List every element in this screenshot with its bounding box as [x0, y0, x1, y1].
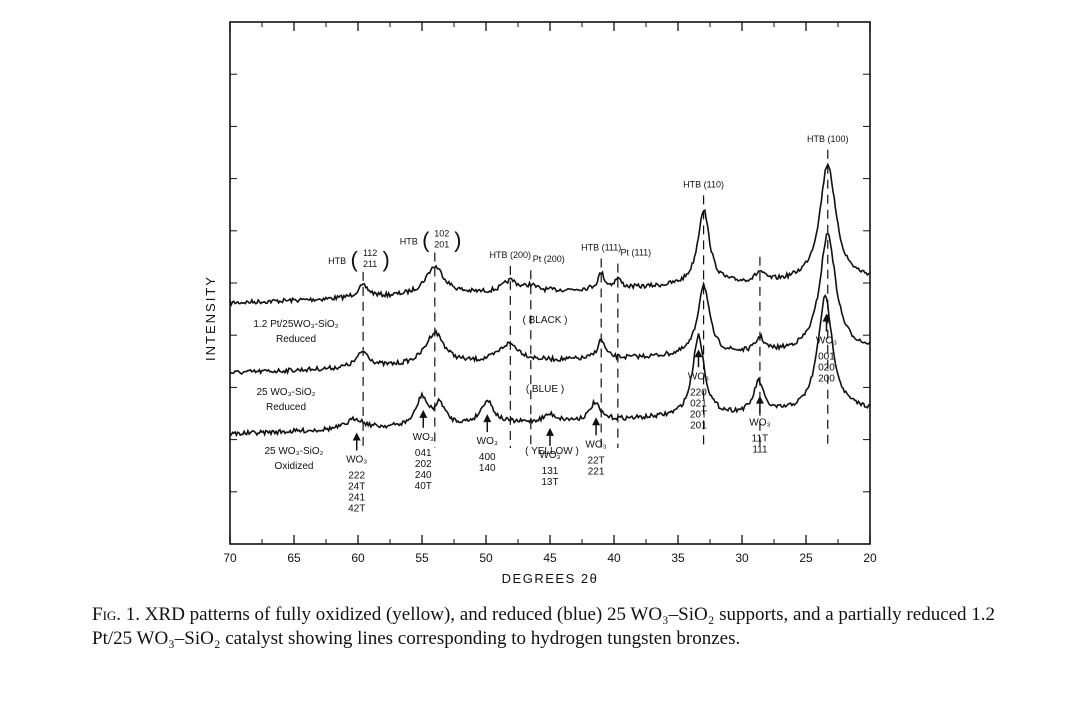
htb-hkl-top: 102 — [434, 228, 449, 238]
series-label: Reduced — [276, 334, 316, 345]
xrd-trace-3 — [229, 294, 871, 438]
htb-hkl-top: 112 — [363, 248, 377, 258]
htb-paren-right: ) — [382, 247, 389, 272]
wo3-arrow-head — [592, 417, 601, 426]
x-tick-labels: 70 65 60 55 50 45 40 35 30 25 20 — [223, 551, 877, 565]
x-tick-label: 30 — [735, 551, 749, 565]
sample-color-label: ( BLACK ) — [522, 315, 567, 326]
wo3-hkl-label: 42T — [348, 503, 365, 514]
wo3-hkl-label: 221 — [588, 466, 605, 477]
x-axis-label: DEGREES 2θ — [502, 571, 599, 586]
wo3-hkl-label: 200 — [818, 374, 835, 385]
x-tick-label: 35 — [671, 551, 685, 565]
htb-label: HTB — [400, 236, 418, 246]
wo3-hkl-label: 241 — [348, 492, 365, 503]
htb-label: HTB (100) — [807, 134, 849, 144]
wo3-label: WO₃ — [539, 450, 560, 461]
caption-text: XRD patterns of fully oxidized (yellow),… — [92, 604, 996, 649]
wo3-hkl-label: 041 — [415, 448, 432, 459]
wo3-hkl-label: 220 — [690, 387, 707, 398]
figure-caption: Fig. 1. XRD patterns of fully oxidized (… — [92, 603, 1012, 651]
htb-label: Pt (111) — [620, 248, 651, 258]
htb-hkl-bottom: 211 — [363, 259, 377, 269]
x-tick-label: 65 — [287, 551, 301, 565]
wo3-hkl-label: 131 — [542, 466, 559, 477]
wo3-hkl-label: 201 — [690, 420, 707, 431]
x-tick-label: 20 — [863, 551, 877, 565]
wo3-arrow-head — [694, 349, 703, 358]
xrd-trace-2 — [229, 232, 871, 376]
wo3-arrow-head — [755, 395, 764, 404]
wo3-hkl-label: 111 — [752, 445, 768, 456]
sample-color-label: ( BLUE ) — [526, 384, 564, 395]
wo3-hkl-label: 22T — [587, 455, 604, 466]
wo3-hkl-label: 001 — [818, 352, 835, 363]
htb-paren-right: ) — [454, 227, 461, 252]
xrd-trace-1 — [229, 162, 871, 307]
x-tick-label: 70 — [223, 551, 237, 565]
htb-hkl-bottom: 201 — [434, 239, 449, 249]
x-tick-label: 45 — [543, 551, 557, 565]
wo3-label: WO₃ — [688, 371, 709, 382]
wo3-hkl-label: 202 — [415, 459, 432, 470]
x-tick-label: 50 — [479, 551, 493, 565]
htb-paren-left: ( — [350, 247, 358, 272]
series-label: 1.2 Pt/25WO₃-SiO₂ — [253, 319, 338, 330]
htb-label: HTB (110) — [683, 179, 724, 189]
wo3-hkl-label: 021 — [690, 398, 707, 409]
series-label: Reduced — [266, 402, 306, 413]
htb-paren-left: ( — [422, 227, 430, 252]
sample-color-label: ( YELLOW ) — [525, 446, 579, 457]
htb-label: HTB (200) — [490, 250, 532, 260]
x-tick-label: 25 — [799, 551, 813, 565]
wo3-arrow-head — [352, 432, 361, 441]
htb-label: HTB — [328, 256, 346, 266]
wo3-hkl-label: 11T — [752, 434, 769, 445]
wo3-hkl-label: 13T — [541, 477, 558, 488]
y-axis-label: INTENSITY — [203, 275, 218, 361]
wo3-arrow-head — [546, 427, 554, 436]
x-tick-label: 55 — [415, 551, 429, 565]
series-label: Oxidized — [275, 461, 314, 472]
wo3-hkl-label: 240 — [415, 470, 432, 481]
wo3-arrow-head — [483, 414, 492, 423]
wo3-label: WO₃ — [816, 336, 837, 347]
wo3-label: WO₃ — [749, 418, 770, 429]
caption-lead: Fig. 1. — [92, 604, 141, 625]
htb-label: Pt (200) — [533, 254, 565, 264]
wo3-hkl-label: 020 — [818, 363, 835, 374]
wo3-hkl-label: 20T — [690, 409, 707, 420]
series-label: 25 WO₃-SiO₂ — [264, 446, 323, 457]
series-labels: ( BLACK ) ( BLUE ) ( YELLOW ) 1.2 Pt/25WO₃-… — [253, 315, 578, 472]
wo3-hkl-label: 140 — [479, 463, 496, 474]
wo3-hkl-label: 40T — [415, 481, 432, 492]
wo3-label: WO₃ — [413, 432, 434, 443]
x-tick-label: 60 — [351, 551, 365, 565]
wo3-hkl-label: 222 — [348, 470, 365, 481]
wo3-label: WO₃ — [477, 436, 498, 447]
series-label: 25 WO₃-SiO₂ — [256, 387, 315, 398]
xrd-traces — [229, 162, 871, 438]
wo3-arrow-head — [419, 409, 428, 418]
wo3-hkl-label: 400 — [479, 452, 496, 463]
htb-label: HTB (111) — [581, 242, 621, 252]
wo3-hkl-label: 24T — [348, 481, 365, 492]
wo3-label: WO₃ — [585, 439, 606, 450]
tick-marks — [229, 22, 871, 544]
wo3-label: WO₃ — [346, 454, 367, 465]
x-tick-label: 40 — [607, 551, 621, 565]
wo3-arrow-head — [822, 313, 831, 322]
